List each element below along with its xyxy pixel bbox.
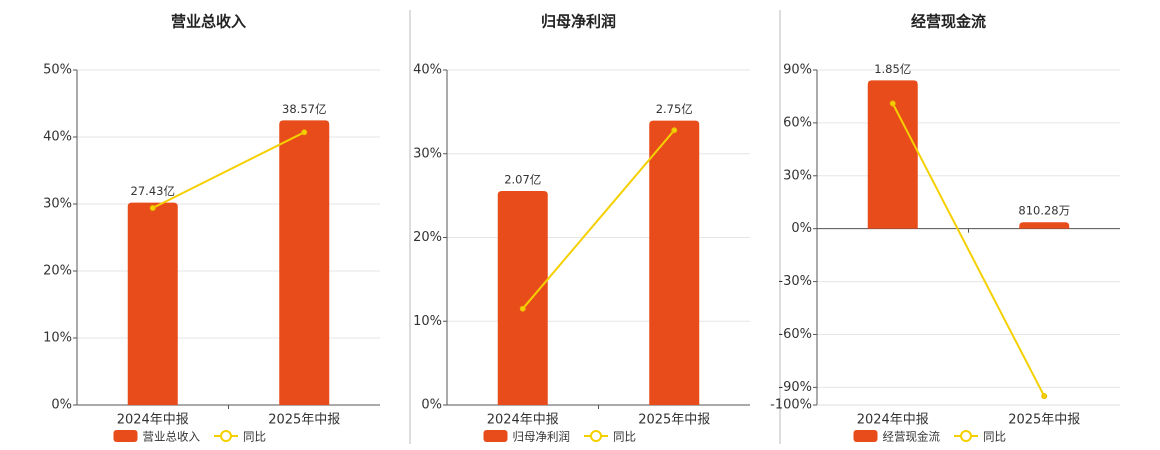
- chart-title: 营业总收入: [171, 13, 246, 31]
- bar: [649, 120, 700, 406]
- legend-swatch: [220, 430, 232, 442]
- y-tick-label: 20%: [43, 264, 72, 279]
- bar: [867, 80, 918, 229]
- y-tick-label: 10%: [43, 331, 72, 346]
- legend-label: 营业总收入: [143, 430, 201, 444]
- chart-panel: 经营现金流 -100% -90% -60% -30% 0% 30% 60% 90% 2024年中报…: [770, 13, 1120, 444]
- y-tick-label: 0%: [791, 221, 812, 236]
- chart-title: 经营现金流: [911, 13, 986, 31]
- x-tick-label: 2024年中报: [487, 413, 559, 428]
- line-point: [519, 305, 526, 312]
- y-tick-label: 50%: [43, 63, 72, 78]
- chart-title: 归母净利润: [541, 13, 616, 31]
- legend-swatch: [483, 430, 508, 442]
- value-label: 2.07亿: [504, 172, 541, 186]
- legend-swatch: [113, 430, 138, 442]
- bar: [497, 190, 548, 405]
- x-tick-label: 2025年中报: [268, 413, 340, 428]
- y-tick-label: -30%: [778, 274, 812, 289]
- bar: [127, 202, 178, 405]
- x-tick-label: 2024年中报: [857, 413, 929, 428]
- value-label: 2.75亿: [656, 102, 693, 116]
- bar: [1019, 222, 1070, 229]
- y-tick-label: 10%: [413, 314, 442, 329]
- line: [891, 103, 1046, 397]
- legend-label: 同比: [243, 430, 266, 444]
- y-tick-label: 90%: [783, 63, 812, 78]
- line-point: [301, 129, 308, 136]
- value-label: 1.85亿: [874, 62, 911, 76]
- y-tick-label: 30%: [413, 146, 442, 161]
- legend-label: 同比: [983, 430, 1006, 444]
- legend-swatch: [853, 430, 878, 442]
- x-tick-label: 2025年中报: [1008, 413, 1080, 428]
- y-tick-label: 60%: [783, 115, 812, 130]
- value-label: 810.28万: [1018, 204, 1070, 218]
- line-point: [149, 205, 156, 212]
- legend-swatch: [590, 430, 602, 442]
- line: [521, 129, 676, 310]
- y-tick-label: 20%: [413, 230, 442, 245]
- legend-label: 同比: [613, 430, 636, 444]
- bar: [279, 120, 330, 405]
- legend-label: 经营现金流: [883, 430, 941, 444]
- line-point: [1041, 393, 1048, 400]
- y-tick-label: 30%: [43, 197, 72, 212]
- y-tick-label: 40%: [43, 130, 72, 145]
- line-point: [671, 127, 678, 134]
- x-tick-label: 2025年中报: [638, 413, 710, 428]
- y-tick-label: 30%: [783, 168, 812, 183]
- value-label: 38.57亿: [282, 102, 326, 116]
- x-tick-label: 2024年中报: [117, 413, 189, 428]
- y-tick-label: 0%: [51, 398, 72, 413]
- legend-label: 归母净利润: [513, 430, 571, 444]
- line-point: [889, 100, 896, 107]
- y-tick-label: 0%: [421, 398, 442, 413]
- y-tick-label: -90%: [778, 380, 812, 395]
- y-tick-label: 40%: [413, 63, 442, 78]
- y-tick-label: -100%: [770, 398, 812, 413]
- y-tick-label: -60%: [778, 327, 812, 342]
- chart-panel: 归母净利润 0% 10% 20% 30% 40% 2024年中报 2025年中报 2.07亿 2.…: [413, 13, 750, 444]
- line: [152, 131, 305, 209]
- legend-swatch: [960, 430, 972, 442]
- chart-panel: 营业总收入 0% 10% 20% 30% 40% 50% 2024年中报 2025年中报 27.4…: [43, 13, 380, 444]
- value-label: 27.43亿: [131, 184, 175, 198]
